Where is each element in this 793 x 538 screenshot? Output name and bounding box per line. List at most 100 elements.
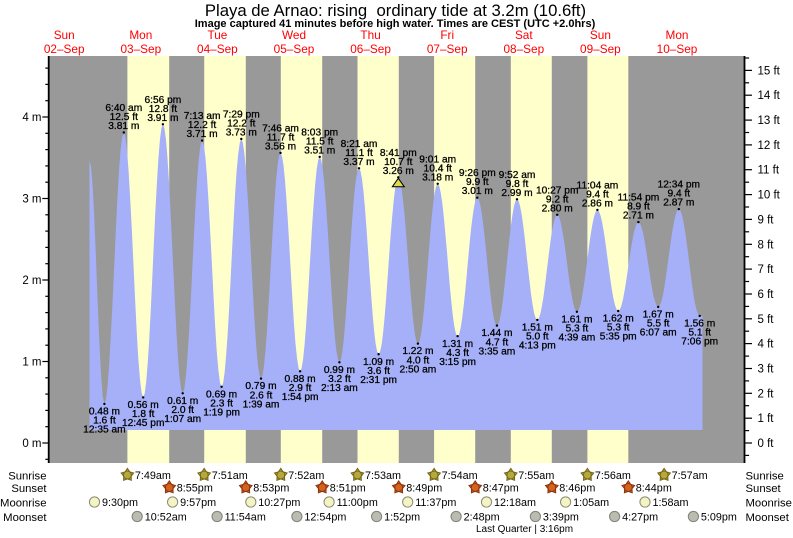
svg-text:2:48pm: 2:48pm bbox=[464, 512, 500, 524]
svg-text:11.5 ft: 11.5 ft bbox=[306, 136, 334, 147]
svg-text:Mon: Mon bbox=[666, 28, 689, 42]
svg-text:8:44pm: 8:44pm bbox=[636, 483, 672, 495]
svg-text:1.09 m: 1.09 m bbox=[363, 357, 394, 368]
svg-text:8:55pm: 8:55pm bbox=[177, 483, 213, 495]
svg-text:6:07 am: 6:07 am bbox=[640, 328, 677, 339]
svg-text:3.6 ft: 3.6 ft bbox=[367, 366, 390, 377]
svg-text:8:49pm: 8:49pm bbox=[406, 483, 442, 495]
svg-text:2:31 pm: 2:31 pm bbox=[360, 375, 397, 386]
svg-text:3.26 m: 3.26 m bbox=[383, 166, 414, 177]
svg-text:2.86 m: 2.86 m bbox=[582, 198, 613, 209]
svg-text:0.88 m: 0.88 m bbox=[285, 374, 316, 385]
svg-text:8:51pm: 8:51pm bbox=[330, 483, 366, 495]
svg-text:3.51 m: 3.51 m bbox=[304, 145, 335, 156]
svg-text:8:21 am: 8:21 am bbox=[341, 139, 378, 150]
svg-text:3.18 m: 3.18 m bbox=[422, 172, 453, 183]
svg-text:1:05am: 1:05am bbox=[573, 497, 609, 509]
svg-text:8:41 pm: 8:41 pm bbox=[380, 148, 417, 159]
svg-text:0 ft: 0 ft bbox=[758, 438, 775, 450]
svg-text:11:54 pm: 11:54 pm bbox=[618, 193, 660, 204]
svg-text:8:46pm: 8:46pm bbox=[559, 483, 595, 495]
svg-text:03–Sep: 03–Sep bbox=[120, 42, 161, 56]
svg-text:1 ft: 1 ft bbox=[758, 413, 775, 425]
svg-text:02–Sep: 02–Sep bbox=[44, 42, 85, 56]
svg-text:9.8 ft: 9.8 ft bbox=[506, 179, 529, 190]
svg-text:5.3 ft: 5.3 ft bbox=[607, 323, 630, 334]
svg-text:1:52pm: 1:52pm bbox=[384, 512, 420, 524]
svg-text:Moonrise: Moonrise bbox=[746, 497, 792, 509]
svg-text:4 m: 4 m bbox=[22, 112, 41, 124]
svg-text:0.99 m: 0.99 m bbox=[324, 365, 355, 376]
svg-text:11:54am: 11:54am bbox=[225, 512, 266, 524]
svg-text:8:53pm: 8:53pm bbox=[253, 483, 289, 495]
svg-text:1:54 pm: 1:54 pm bbox=[282, 392, 319, 403]
svg-text:7:57am: 7:57am bbox=[672, 470, 708, 482]
svg-text:2 m: 2 m bbox=[22, 275, 41, 287]
svg-text:9:30pm: 9:30pm bbox=[102, 497, 138, 509]
svg-text:14 ft: 14 ft bbox=[758, 90, 781, 102]
svg-text:7:52am: 7:52am bbox=[288, 470, 324, 482]
svg-text:Sat: Sat bbox=[515, 28, 533, 42]
svg-text:1.61 m: 1.61 m bbox=[561, 314, 592, 325]
svg-text:2.6 ft: 2.6 ft bbox=[250, 390, 273, 401]
svg-text:4:13 pm: 4:13 pm bbox=[519, 341, 556, 352]
svg-text:7:29 pm: 7:29 pm bbox=[223, 110, 260, 121]
svg-text:10 ft: 10 ft bbox=[758, 190, 781, 202]
svg-text:3.56 m: 3.56 m bbox=[265, 141, 296, 152]
svg-text:12.2 ft: 12.2 ft bbox=[227, 119, 255, 130]
svg-text:12:18am: 12:18am bbox=[494, 497, 536, 509]
svg-text:6:56 pm: 6:56 pm bbox=[144, 95, 181, 106]
svg-text:1:58am: 1:58am bbox=[653, 497, 689, 509]
svg-text:1.8 ft: 1.8 ft bbox=[132, 409, 155, 420]
svg-text:1:07 am: 1:07 am bbox=[164, 414, 201, 425]
svg-text:11.1 ft: 11.1 ft bbox=[345, 148, 373, 159]
svg-text:10.7 ft: 10.7 ft bbox=[384, 157, 412, 168]
svg-text:2.80 m: 2.80 m bbox=[542, 203, 573, 214]
svg-text:11:04 am: 11:04 am bbox=[577, 180, 619, 191]
svg-text:1:39 am: 1:39 am bbox=[243, 399, 280, 410]
svg-text:11 ft: 11 ft bbox=[758, 165, 780, 177]
svg-text:5:09pm: 5:09pm bbox=[701, 512, 737, 524]
svg-text:2.3 ft: 2.3 ft bbox=[210, 399, 233, 410]
svg-text:3.71 m: 3.71 m bbox=[187, 129, 218, 140]
svg-text:7:49am: 7:49am bbox=[135, 470, 171, 482]
svg-text:0.56 m: 0.56 m bbox=[128, 400, 159, 411]
svg-text:7:46 am: 7:46 am bbox=[262, 123, 299, 134]
svg-text:Moonrise: Moonrise bbox=[0, 497, 46, 509]
svg-text:9:57pm: 9:57pm bbox=[180, 497, 216, 509]
svg-text:10:27 pm: 10:27 pm bbox=[536, 185, 578, 196]
svg-text:Last Quarter | 3:16pm: Last Quarter | 3:16pm bbox=[476, 524, 573, 535]
svg-text:08–Sep: 08–Sep bbox=[503, 42, 544, 56]
svg-text:1.67 m: 1.67 m bbox=[643, 310, 674, 321]
svg-text:Playa de Arnao: rising ordina: Playa de Arnao: rising ordinary tide at … bbox=[205, 1, 586, 20]
svg-text:5.0 ft: 5.0 ft bbox=[526, 332, 549, 343]
svg-text:7:53am: 7:53am bbox=[365, 470, 401, 482]
svg-text:1.31 m: 1.31 m bbox=[442, 339, 473, 350]
svg-text:10:52am: 10:52am bbox=[145, 512, 187, 524]
svg-text:1.51 m: 1.51 m bbox=[522, 323, 553, 334]
svg-text:04–Sep: 04–Sep bbox=[197, 42, 238, 56]
svg-text:4.0 ft: 4.0 ft bbox=[407, 355, 430, 366]
svg-text:7:13 am: 7:13 am bbox=[184, 111, 221, 122]
svg-text:12:35 am: 12:35 am bbox=[83, 425, 125, 436]
svg-text:Thu: Thu bbox=[360, 28, 380, 42]
svg-text:13 ft: 13 ft bbox=[758, 115, 781, 127]
svg-text:9:01 am: 9:01 am bbox=[419, 154, 456, 165]
svg-text:Sunrise: Sunrise bbox=[746, 470, 784, 482]
svg-text:9 ft: 9 ft bbox=[758, 214, 775, 226]
svg-text:1.22 m: 1.22 m bbox=[402, 346, 433, 357]
svg-text:8:03 pm: 8:03 pm bbox=[301, 127, 338, 138]
svg-text:4 ft: 4 ft bbox=[758, 339, 775, 351]
svg-text:3.73 m: 3.73 m bbox=[226, 128, 257, 139]
svg-text:Sun: Sun bbox=[54, 28, 75, 42]
svg-text:2.9 ft: 2.9 ft bbox=[289, 383, 312, 394]
svg-text:2.87 m: 2.87 m bbox=[663, 198, 694, 209]
svg-text:9.9 ft: 9.9 ft bbox=[466, 177, 489, 188]
svg-text:5.3 ft: 5.3 ft bbox=[566, 324, 589, 335]
svg-text:0.48 m: 0.48 m bbox=[89, 407, 120, 418]
svg-text:2:50 am: 2:50 am bbox=[399, 364, 436, 375]
svg-text:15 ft: 15 ft bbox=[758, 65, 781, 77]
svg-text:1:19 pm: 1:19 pm bbox=[203, 408, 240, 419]
svg-text:3:39pm: 3:39pm bbox=[543, 512, 579, 524]
svg-text:0.79 m: 0.79 m bbox=[245, 381, 276, 392]
